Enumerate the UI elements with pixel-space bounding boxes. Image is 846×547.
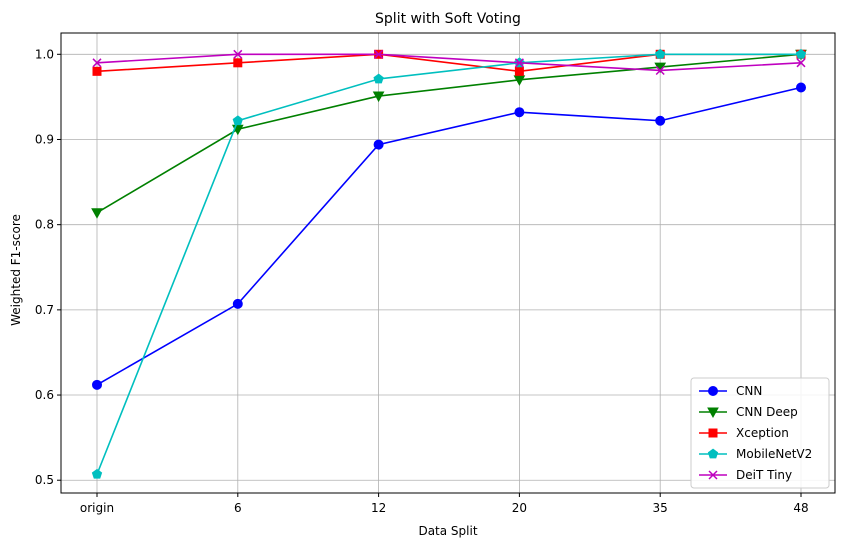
data-point-xception bbox=[92, 66, 102, 76]
data-point-deit-tiny bbox=[233, 49, 243, 59]
series-cnn-deep bbox=[91, 49, 807, 219]
marker-stroke bbox=[796, 58, 806, 68]
legend-item-cnn-deep: CNN Deep bbox=[699, 405, 798, 419]
legend-swatch-marker bbox=[707, 407, 719, 419]
data-point-mobilenetv2 bbox=[373, 73, 384, 84]
y-tick-label: 0.7 bbox=[35, 303, 54, 317]
data-point-deit-tiny bbox=[796, 58, 806, 68]
data-point-deit-tiny bbox=[92, 58, 102, 68]
data-point-deit-tiny bbox=[514, 58, 524, 68]
series-deit-tiny bbox=[92, 49, 806, 76]
legend-swatch-marker bbox=[707, 448, 719, 459]
chart-title: Split with Soft Voting bbox=[375, 11, 521, 27]
legend-label: MobileNetV2 bbox=[736, 447, 812, 461]
y-tick-label: 1.0 bbox=[35, 47, 54, 61]
grid bbox=[61, 33, 835, 493]
y-tick-label: 0.5 bbox=[35, 473, 54, 487]
data-point-cnn bbox=[92, 379, 102, 390]
marker-stroke bbox=[233, 49, 243, 59]
series-line-cnn bbox=[96, 86, 802, 386]
y-axis-label: Weighted F1-score bbox=[9, 214, 23, 326]
data-point-xception bbox=[233, 58, 243, 68]
legend-label: DeiT Tiny bbox=[736, 468, 792, 482]
data-point-cnn bbox=[655, 115, 666, 126]
legend-label: CNN Deep bbox=[736, 405, 798, 419]
legend-item-mobilenetv2: MobileNetV2 bbox=[699, 447, 812, 461]
data-point-cnn-deep bbox=[372, 91, 385, 103]
y-tick-label: 0.8 bbox=[35, 218, 54, 232]
marker-stroke bbox=[708, 470, 718, 480]
data-point-cnn-deep bbox=[91, 208, 103, 219]
legend-item-xception: Xception bbox=[699, 426, 789, 440]
data-point-mobilenetv2 bbox=[91, 468, 103, 479]
x-tick-label: origin bbox=[80, 501, 114, 515]
y-axis-ticks: 0.5 0.6 0.7 0.8 0.9 1.0 bbox=[35, 47, 61, 487]
legend: CNN CNN Deep Xception MobileNetV2 DeiT Tiny bbox=[690, 377, 830, 489]
marker-stroke bbox=[514, 58, 524, 68]
x-tick-label: 35 bbox=[653, 501, 668, 515]
data-point-mobilenetv2 bbox=[232, 115, 243, 126]
series-cnn bbox=[92, 82, 806, 390]
data-point-cnn-deep bbox=[513, 75, 526, 86]
y-tick-label: 0.9 bbox=[35, 132, 54, 146]
y-tick-label: 0.6 bbox=[35, 388, 54, 402]
legend-swatch-marker bbox=[708, 386, 718, 396]
data-point-cnn bbox=[796, 82, 806, 93]
legend-swatch-marker bbox=[708, 428, 718, 438]
x-tick-label: 20 bbox=[512, 501, 527, 515]
plot-area-frame bbox=[60, 32, 836, 494]
x-tick-label: 6 bbox=[234, 501, 242, 515]
series-line-mobilenetv2 bbox=[96, 53, 801, 475]
series-line-cnn-deep bbox=[96, 53, 802, 214]
marker-stroke bbox=[655, 65, 665, 76]
legend-swatch-marker bbox=[708, 470, 718, 480]
x-tick-label: 12 bbox=[371, 501, 386, 515]
series-layer bbox=[91, 48, 807, 479]
legend-item-deit-tiny: DeiT Tiny bbox=[699, 468, 792, 482]
data-point-mobilenetv2 bbox=[795, 48, 807, 59]
data-point-cnn bbox=[232, 298, 243, 309]
marker-stroke bbox=[374, 49, 384, 59]
x-tick-label: 48 bbox=[793, 501, 808, 515]
data-point-mobilenetv2 bbox=[655, 48, 666, 59]
legend-box bbox=[690, 377, 830, 489]
x-axis-label: Data Split bbox=[418, 524, 477, 538]
data-point-deit-tiny bbox=[374, 49, 384, 59]
data-point-cnn bbox=[514, 107, 525, 118]
data-point-cnn bbox=[373, 139, 384, 150]
data-point-xception bbox=[514, 66, 524, 76]
data-point-deit-tiny bbox=[655, 65, 665, 76]
legend-label: Xception bbox=[736, 426, 789, 440]
marker-stroke bbox=[92, 58, 102, 68]
legend-label: CNN bbox=[736, 384, 762, 398]
series-line-deit-tiny bbox=[96, 53, 802, 72]
x-axis-ticks: origin 6 12 20 35 48 bbox=[80, 493, 809, 515]
legend-item-cnn: CNN bbox=[699, 384, 762, 398]
